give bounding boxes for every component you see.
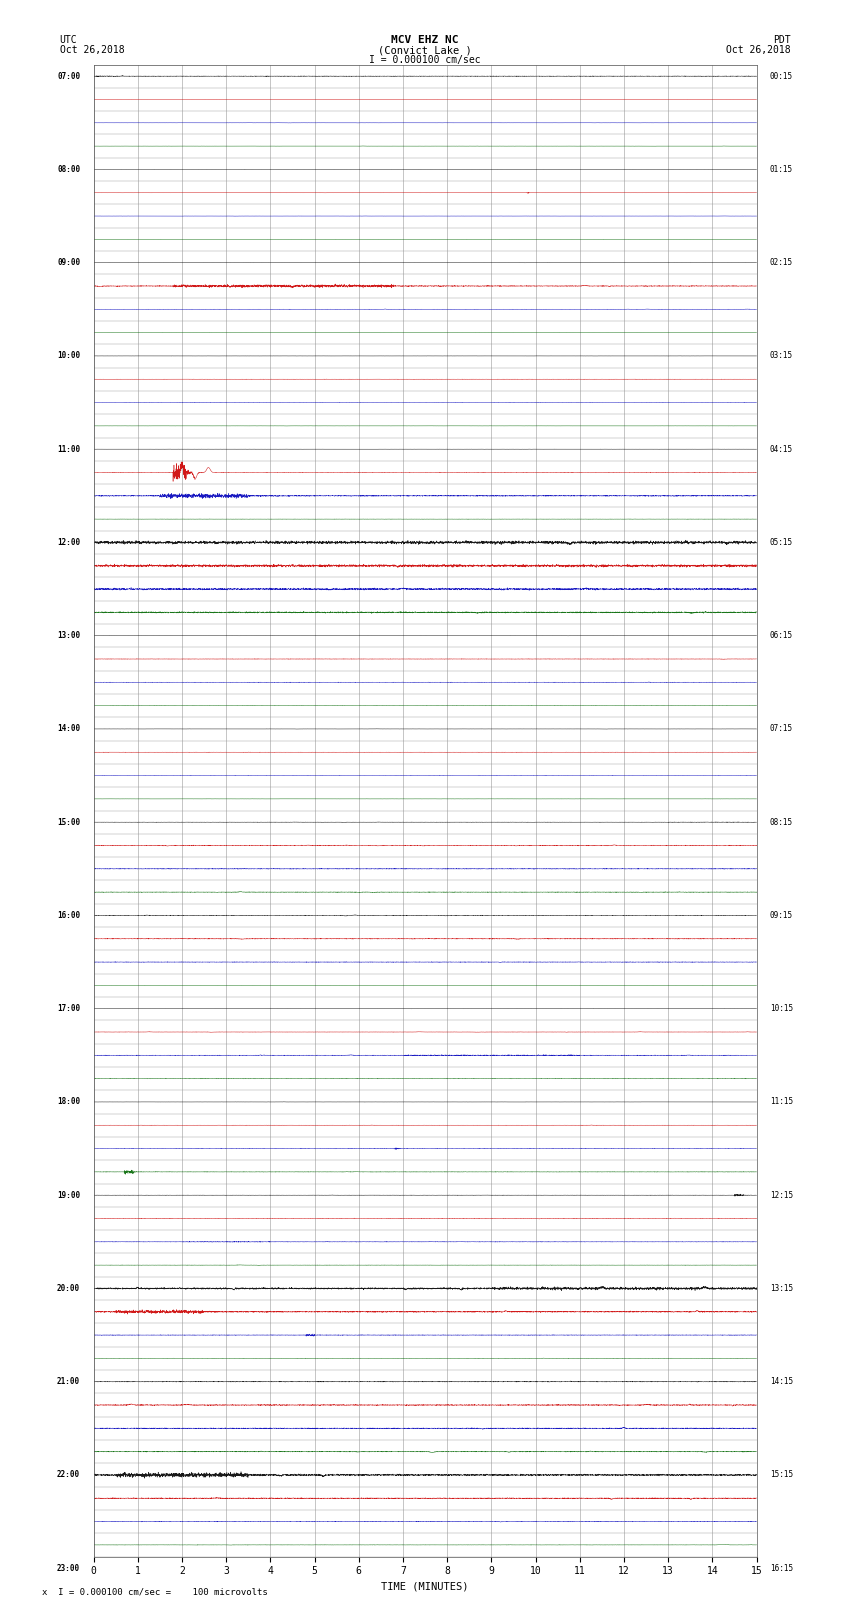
Text: 11:15: 11:15 (770, 1097, 793, 1107)
Text: (Convict Lake ): (Convict Lake ) (378, 45, 472, 55)
Text: 14:00: 14:00 (57, 724, 80, 734)
Text: 23:00: 23:00 (57, 1563, 80, 1573)
Text: MCV EHZ NC: MCV EHZ NC (391, 35, 459, 45)
Text: 21:00: 21:00 (57, 1378, 80, 1386)
Text: 15:00: 15:00 (57, 818, 80, 827)
Text: 13:15: 13:15 (770, 1284, 793, 1294)
Text: 00:15: 00:15 (770, 71, 793, 81)
Text: 19:00: 19:00 (57, 1190, 80, 1200)
Text: 12:00: 12:00 (57, 537, 80, 547)
Text: 11:00: 11:00 (57, 445, 80, 453)
Text: 04:15: 04:15 (770, 445, 793, 453)
Text: 08:00: 08:00 (57, 165, 80, 174)
Text: 14:15: 14:15 (770, 1378, 793, 1386)
Text: 01:15: 01:15 (770, 165, 793, 174)
Text: 13:00: 13:00 (57, 631, 80, 640)
Text: 10:15: 10:15 (770, 1005, 793, 1013)
Text: 05:15: 05:15 (770, 537, 793, 547)
Text: 22:00: 22:00 (57, 1471, 80, 1479)
Text: 12:15: 12:15 (770, 1190, 793, 1200)
Text: UTC: UTC (60, 35, 77, 45)
Text: 09:00: 09:00 (57, 258, 80, 268)
Text: x  I = 0.000100 cm/sec =    100 microvolts: x I = 0.000100 cm/sec = 100 microvolts (42, 1587, 269, 1597)
Text: Oct 26,2018: Oct 26,2018 (726, 45, 790, 55)
Text: 02:15: 02:15 (770, 258, 793, 268)
Text: Oct 26,2018: Oct 26,2018 (60, 45, 124, 55)
Text: 10:00: 10:00 (57, 352, 80, 360)
X-axis label: TIME (MINUTES): TIME (MINUTES) (382, 1582, 468, 1592)
Text: 03:15: 03:15 (770, 352, 793, 360)
Text: 17:00: 17:00 (57, 1005, 80, 1013)
Text: 15:15: 15:15 (770, 1471, 793, 1479)
Text: 16:00: 16:00 (57, 911, 80, 919)
Text: 09:15: 09:15 (770, 911, 793, 919)
Text: 16:15: 16:15 (770, 1563, 793, 1573)
Text: PDT: PDT (773, 35, 790, 45)
Text: 18:00: 18:00 (57, 1097, 80, 1107)
Text: I = 0.000100 cm/sec: I = 0.000100 cm/sec (369, 55, 481, 65)
Text: 20:00: 20:00 (57, 1284, 80, 1294)
Text: 07:15: 07:15 (770, 724, 793, 734)
Text: 08:15: 08:15 (770, 818, 793, 827)
Text: 07:00: 07:00 (57, 71, 80, 81)
Text: 06:15: 06:15 (770, 631, 793, 640)
